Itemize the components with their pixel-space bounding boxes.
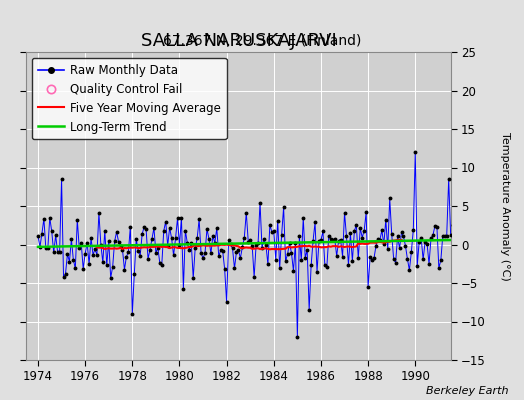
Text: Berkeley Earth: Berkeley Earth	[426, 386, 508, 396]
Text: 67.367 N, 29.367 E (Finland): 67.367 N, 29.367 E (Finland)	[163, 34, 361, 48]
Title: SALLA NARUSKAJARVI: SALLA NARUSKAJARVI	[140, 32, 336, 50]
Y-axis label: Temperature Anomaly (°C): Temperature Anomaly (°C)	[500, 132, 510, 280]
Legend: Raw Monthly Data, Quality Control Fail, Five Year Moving Average, Long-Term Tren: Raw Monthly Data, Quality Control Fail, …	[32, 58, 227, 140]
